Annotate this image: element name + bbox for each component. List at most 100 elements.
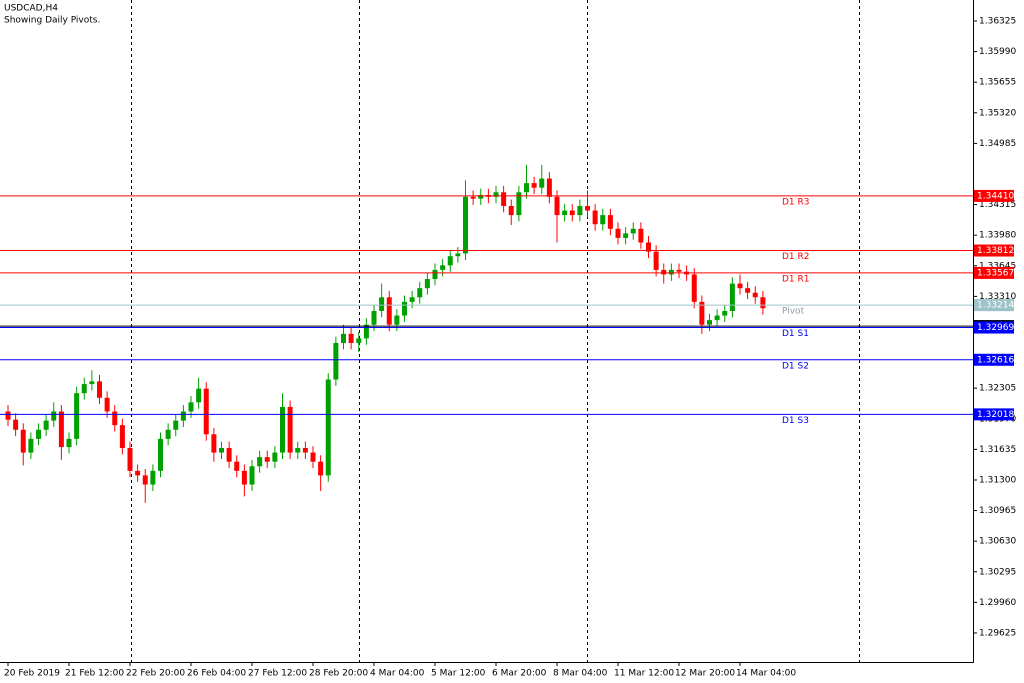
candle-body: [43, 420, 49, 430]
candle-body: [691, 274, 697, 302]
plot: [5, 164, 766, 503]
pivot-price-box: [974, 408, 1014, 421]
pivot-price-box: [974, 299, 1014, 312]
pivot-name: D1 R3: [782, 197, 810, 207]
candle-body: [440, 265, 446, 270]
candle-body: [607, 215, 613, 229]
candle-body: [661, 269, 667, 275]
pivot-name: D1 S3: [782, 416, 809, 426]
candle-body: [569, 210, 575, 216]
candle-body: [379, 297, 385, 311]
candle-body: [5, 411, 11, 420]
candle-body: [714, 315, 720, 321]
y-tick-label: 1.30965: [979, 506, 1016, 516]
candle-body: [302, 448, 308, 453]
candle-body: [638, 228, 644, 243]
y-tick-label: 1.33645: [979, 261, 1016, 271]
candle-body: [600, 215, 606, 225]
candle-body: [287, 406, 293, 453]
pivot-price-box: [974, 321, 1014, 334]
candle-body: [203, 388, 209, 435]
candle-body: [310, 452, 316, 462]
y-tick-label: 1.29625: [979, 628, 1016, 638]
pivot-price: 1.32616: [977, 355, 1014, 365]
candle-body: [531, 183, 537, 188]
candle-body: [417, 288, 423, 298]
y-tick-label: 1.35990: [979, 47, 1016, 57]
y-tick-label: 1.31300: [979, 475, 1016, 485]
x-tick-label: 20 Feb 2019: [4, 669, 60, 679]
x-tick-label: 5 Mar 12:00: [431, 669, 486, 679]
pivot-price-box: [974, 266, 1014, 279]
y-tick-label: 1.35655: [979, 78, 1016, 88]
y-tick-label: 1.36325: [979, 17, 1016, 27]
candle-body: [470, 196, 476, 199]
candle-body: [463, 196, 468, 254]
candle-body: [386, 297, 392, 325]
candle-body: [135, 470, 141, 476]
candle-body: [74, 393, 80, 439]
candle-body: [150, 470, 156, 485]
candle-body: [623, 233, 629, 238]
candle-body: [58, 411, 64, 448]
candle-body: [341, 333, 346, 343]
candle-body: [234, 461, 240, 471]
candle-body: [722, 310, 728, 316]
candle-body: [348, 333, 354, 343]
pivot-price: 1.32018: [977, 410, 1014, 420]
x-tick-label: 6 Mar 20:00: [492, 669, 547, 679]
pivot-name: D1 R2: [782, 252, 810, 262]
candle-body: [501, 192, 507, 206]
candle-body: [158, 438, 163, 471]
candle-body: [97, 381, 102, 398]
candle-body: [402, 301, 407, 316]
candle-body: [325, 379, 331, 476]
candle-body: [546, 178, 552, 197]
candle-body: [36, 429, 41, 439]
candle-body: [249, 466, 255, 485]
candle-body: [51, 411, 57, 421]
candle-body: [562, 210, 568, 216]
candle-body: [13, 419, 19, 430]
candle-body: [707, 320, 712, 325]
x-tick-label: 27 Feb 12:00: [248, 669, 307, 679]
candle-body: [264, 457, 270, 462]
y-tick-label: 1.34985: [979, 139, 1016, 149]
chart-title: USDCAD,H4: [4, 4, 58, 14]
pivot-price-box: [974, 353, 1014, 366]
pivot-name: D1 S2: [782, 361, 809, 371]
candle-body: [66, 438, 72, 448]
candle-body: [493, 192, 499, 197]
y-tick-label: 1.31635: [979, 445, 1016, 455]
candle-body: [333, 342, 339, 380]
x-tick-label: 26 Feb 04:00: [187, 669, 246, 679]
pivot-price-box: [974, 244, 1014, 257]
pivot-price: 1.33214: [977, 301, 1014, 311]
pivot-name: D1 R1: [782, 274, 810, 284]
candle-body: [508, 205, 514, 216]
candle-body: [676, 269, 682, 272]
candle-body: [737, 283, 743, 289]
candle-body: [104, 397, 110, 412]
pivot-price: 1.33567: [977, 268, 1014, 278]
pivot-name: Pivot: [782, 307, 805, 317]
candle-body: [539, 178, 545, 188]
candle-body: [211, 434, 217, 453]
candle-body: [272, 452, 278, 462]
x-tick-label: 4 Mar 04:00: [370, 669, 425, 679]
candle-body: [729, 283, 735, 311]
candle-body: [81, 384, 87, 394]
candle-body: [577, 205, 583, 216]
candle-body: [615, 228, 621, 238]
candle-body: [630, 228, 636, 234]
candle-body: [524, 183, 529, 193]
x-tick-label: 21 Feb 12:00: [65, 669, 124, 679]
candle-body: [653, 251, 659, 270]
y-tick-label: 1.29960: [979, 598, 1016, 608]
candle-body: [455, 253, 461, 257]
candle-body: [280, 406, 285, 453]
candle-body: [173, 420, 179, 430]
candle-body: [363, 324, 369, 339]
candle-body: [745, 288, 751, 293]
